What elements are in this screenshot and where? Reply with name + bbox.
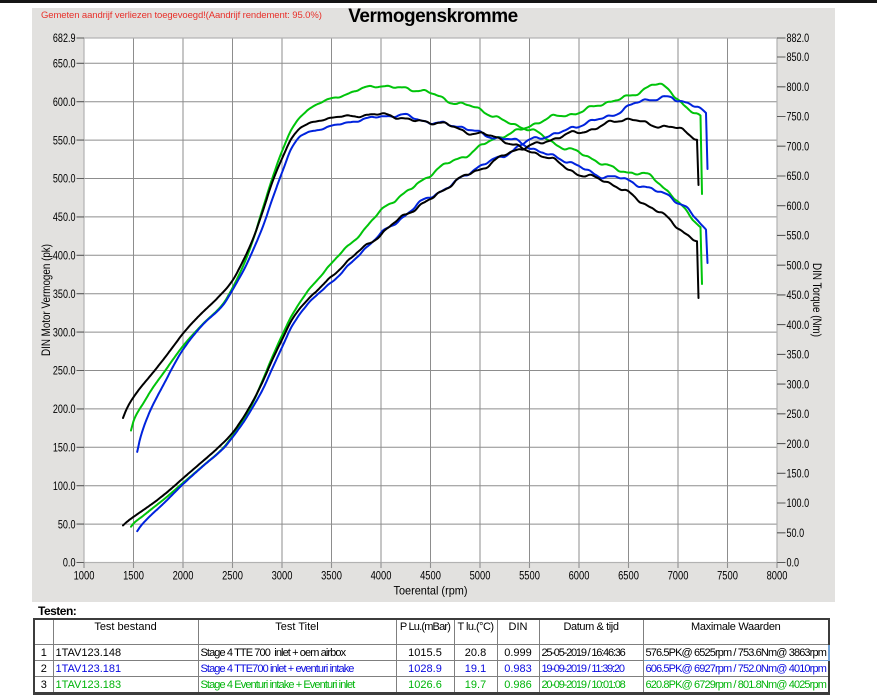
svg-text:Toerental (rpm): Toerental (rpm) <box>394 584 468 598</box>
svg-text:550.0: 550.0 <box>787 229 810 243</box>
svg-text:400.0: 400.0 <box>53 249 76 263</box>
svg-text:4500: 4500 <box>420 569 441 583</box>
svg-text:350.0: 350.0 <box>53 287 76 301</box>
svg-text:300.0: 300.0 <box>53 325 76 339</box>
svg-text:8000: 8000 <box>767 569 788 583</box>
svg-text:250.0: 250.0 <box>53 364 76 378</box>
svg-text:100.0: 100.0 <box>787 496 810 510</box>
svg-text:5500: 5500 <box>519 569 540 583</box>
svg-text:882.0: 882.0 <box>787 31 810 45</box>
svg-text:3500: 3500 <box>321 569 342 583</box>
svg-text:600.0: 600.0 <box>53 95 76 109</box>
svg-text:200.0: 200.0 <box>53 402 76 416</box>
svg-text:0.0: 0.0 <box>787 556 800 570</box>
svg-text:DIN Torque (Nm): DIN Torque (Nm) <box>810 263 824 337</box>
svg-text:50.0: 50.0 <box>58 517 76 531</box>
svg-text:0.0: 0.0 <box>63 556 76 570</box>
svg-text:2000: 2000 <box>173 569 194 583</box>
svg-text:50.0: 50.0 <box>787 526 805 540</box>
svg-text:4000: 4000 <box>371 569 392 583</box>
svg-text:650.0: 650.0 <box>787 169 810 183</box>
svg-text:200.0: 200.0 <box>787 437 810 451</box>
svg-text:700.0: 700.0 <box>787 139 810 153</box>
svg-text:100.0: 100.0 <box>53 479 76 493</box>
svg-text:650.0: 650.0 <box>53 57 76 71</box>
svg-text:500.0: 500.0 <box>53 172 76 186</box>
svg-text:800.0: 800.0 <box>787 80 810 94</box>
svg-text:500.0: 500.0 <box>787 258 810 272</box>
svg-text:150.0: 150.0 <box>53 441 76 455</box>
svg-text:6500: 6500 <box>618 569 639 583</box>
svg-text:2500: 2500 <box>222 569 243 583</box>
svg-text:7500: 7500 <box>717 569 738 583</box>
svg-text:300.0: 300.0 <box>787 377 810 391</box>
svg-text:750.0: 750.0 <box>787 110 810 124</box>
svg-text:850.0: 850.0 <box>787 50 810 64</box>
svg-text:550.0: 550.0 <box>53 133 76 147</box>
svg-text:DIN Motor Vermogen (pk): DIN Motor Vermogen (pk) <box>39 244 53 356</box>
svg-text:450.0: 450.0 <box>53 210 76 224</box>
svg-text:600.0: 600.0 <box>787 199 810 213</box>
svg-text:150.0: 150.0 <box>787 467 810 481</box>
svg-text:1500: 1500 <box>123 569 144 583</box>
svg-text:3000: 3000 <box>272 569 293 583</box>
svg-text:400.0: 400.0 <box>787 318 810 332</box>
svg-text:250.0: 250.0 <box>787 407 810 421</box>
svg-text:5000: 5000 <box>470 569 491 583</box>
svg-text:1000: 1000 <box>74 569 95 583</box>
svg-text:350.0: 350.0 <box>787 348 810 362</box>
svg-text:6000: 6000 <box>569 569 590 583</box>
svg-text:450.0: 450.0 <box>787 288 810 302</box>
svg-text:682.9: 682.9 <box>53 31 76 45</box>
svg-text:7000: 7000 <box>668 569 689 583</box>
